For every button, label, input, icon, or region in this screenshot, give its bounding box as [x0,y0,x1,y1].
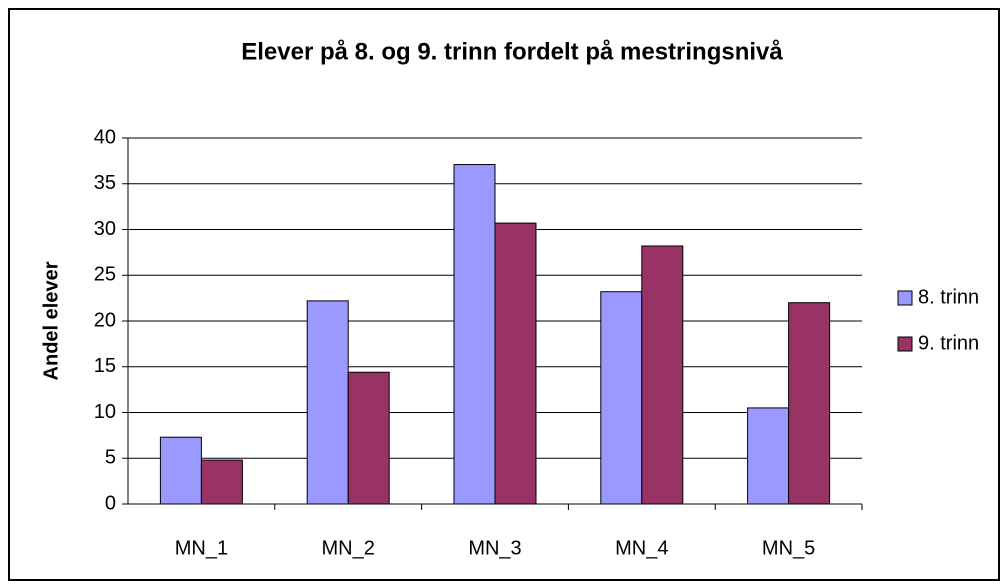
x-tick-label: MN_3 [468,537,521,559]
y-tick-label: 35 [94,172,116,194]
y-tick-label: 20 [94,309,116,331]
y-tick-label: 5 [105,447,116,469]
bar [747,407,790,505]
x-tick-label: MN_5 [762,537,815,559]
legend-swatch [897,290,913,306]
bar [600,291,643,505]
y-tick-label: 40 [94,126,116,148]
legend-label: 9. trinn [918,332,979,354]
bar [641,245,684,505]
y-axis-label: Andel elever [40,261,62,380]
chart-title: Elever på 8. og 9. trinn fordelt på mest… [241,38,783,65]
bar [453,164,496,505]
y-tick-label: 25 [94,264,116,286]
y-tick-label: 15 [94,355,116,377]
x-tick-label: MN_2 [322,537,375,559]
legend-swatch [897,336,913,352]
bar [494,222,537,505]
x-tick-label: MN_1 [175,537,228,559]
y-tick-label: 0 [105,492,116,514]
bar [159,436,202,505]
y-tick-label: 10 [94,401,116,423]
bar [306,300,349,505]
legend-label: 8. trinn [918,286,979,308]
y-tick-label: 30 [94,218,116,240]
bar [788,302,831,505]
x-tick-label: MN_4 [615,537,668,559]
bar [200,459,243,505]
bar [347,371,390,505]
